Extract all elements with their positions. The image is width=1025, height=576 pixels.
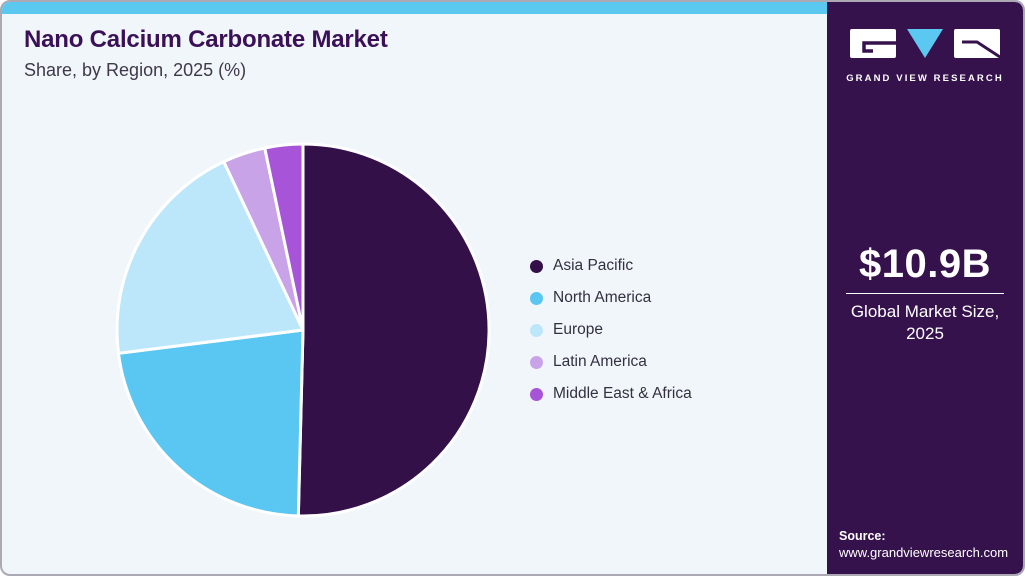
legend-swatch-icon: [530, 259, 543, 273]
legend-label: Asia Pacific: [553, 257, 634, 274]
market-size-label-line1: Global Market Size,: [850, 302, 1000, 321]
legend-swatch-icon: [530, 323, 543, 337]
pie-slice-europe: [115, 160, 305, 355]
pie-chart-svg: [115, 142, 491, 518]
market-size-divider: [846, 293, 1004, 294]
gvr-logo-text: GRAND VIEW RESEARCH: [846, 73, 1004, 84]
top-accent-bar: [2, 2, 829, 14]
pie-slice-middle-east-africa: [263, 142, 305, 332]
legend-swatch-icon: [530, 387, 543, 401]
chart-header: Nano Calcium Carbonate Market Share, by …: [24, 26, 388, 81]
market-size-label: Global Market Size, 2025: [827, 301, 1023, 346]
pie-slice-asia-pacific: [296, 142, 491, 518]
legend-item-middle-east-africa: Middle East & Africa: [530, 378, 692, 410]
legend-item-latin-america: Latin America: [530, 346, 692, 378]
market-size-block: $10.9B Global Market Size, 2025: [827, 244, 1023, 346]
market-size-label-line2: 2025: [906, 324, 944, 344]
pie-chart: [113, 140, 493, 520]
legend-item-asia-pacific: Asia Pacific: [530, 250, 692, 282]
legend-swatch-icon: [530, 291, 543, 305]
source-label: Source:: [839, 529, 886, 543]
legend-item-europe: Europe: [530, 314, 692, 346]
page-subtitle: Share, by Region, 2025 (%): [24, 60, 247, 80]
gvr-logo-icon: [849, 29, 1001, 59]
gvr-logo: GRAND VIEW RESEARCH: [846, 28, 1004, 84]
legend-label: North America: [553, 289, 652, 306]
pie-slice-north-america: [116, 328, 305, 518]
source-url: www.grandviewresearch.com: [839, 545, 1009, 560]
page-title: Nano Calcium Carbonate Market: [24, 26, 388, 53]
source-block: Source: www.grandviewresearch.com: [827, 529, 1023, 560]
sidebar: GRAND VIEW RESEARCH $10.9B Global Market…: [827, 2, 1023, 574]
legend-item-north-america: North America: [530, 282, 692, 314]
legend-label: Middle East & Africa: [553, 385, 692, 402]
market-size-value: $10.9B: [859, 242, 991, 286]
legend-swatch-icon: [530, 355, 543, 369]
chart-legend: Asia Pacific North America Europe Latin Ame…: [530, 250, 692, 410]
legend-label: Europe: [553, 321, 603, 338]
legend-label: Latin America: [553, 353, 647, 370]
